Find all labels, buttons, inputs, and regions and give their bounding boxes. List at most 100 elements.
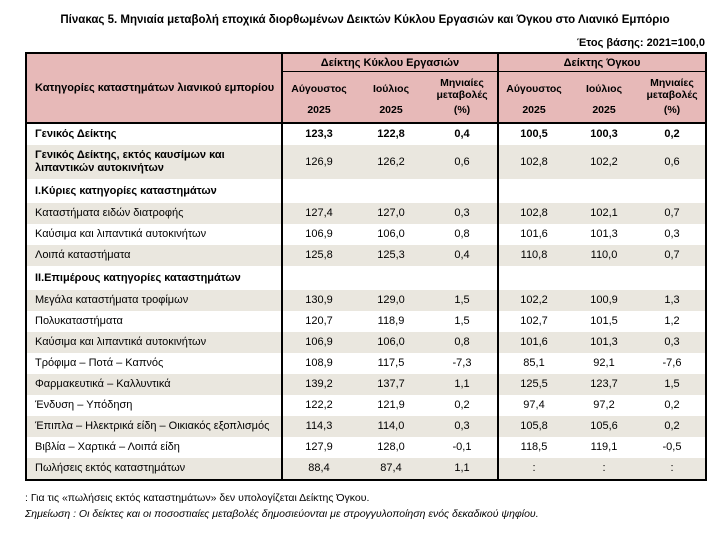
value-cell: 128,0 bbox=[377, 441, 405, 453]
value-cell: 100,3 bbox=[590, 128, 618, 140]
volume-monthly-change-header: Μηνιαίες μεταβολές bbox=[639, 71, 707, 101]
page: Πίνακας 5. Μηνιαία μεταβολή εποχικά διορ… bbox=[25, 14, 708, 520]
value-cell: 123,7 bbox=[590, 378, 618, 390]
turnover-change-unit: (%) bbox=[427, 101, 499, 124]
table-row: Γενικός Δείκτης, εκτός καυσίμων και λιπα… bbox=[26, 145, 707, 179]
value-cell: 101,6 bbox=[520, 228, 548, 240]
value-cell: 100,5 bbox=[520, 128, 548, 140]
value-cell: 114,3 bbox=[305, 420, 333, 432]
value-cell: : bbox=[670, 462, 674, 474]
row-label: ΙΙ.Επιμέρους κατηγορίες καταστημάτων bbox=[26, 266, 283, 290]
footnote-volume-not-calculated: : Για τις «πωλήσεις εκτός καταστημάτων» … bbox=[25, 492, 370, 504]
value-cell: 0,8 bbox=[427, 332, 499, 353]
volume-july-header: Ιούλιος bbox=[569, 71, 639, 101]
value-cell: 0,7 bbox=[664, 249, 680, 261]
value-cell: 0,3 bbox=[664, 228, 680, 240]
value-cell: -7,6 bbox=[662, 357, 682, 369]
value-cell: 1,1 bbox=[427, 458, 499, 480]
table-row: Φαρμακευτικά – Καλλυντικά 139,2 137,7 1,1 12… bbox=[26, 374, 707, 395]
value-cell: 101,5 bbox=[590, 315, 618, 327]
volume-july-year: 2025 bbox=[569, 101, 639, 124]
volume-change-unit: (%) bbox=[639, 101, 707, 124]
row-label: Ι.Κύριες κατηγορίες καταστημάτων bbox=[26, 179, 283, 203]
table-row: Βιβλία – Χαρτικά – Λοιπά είδη 127,9 128,0 -… bbox=[26, 437, 706, 458]
value-cell: 122,2 bbox=[305, 399, 333, 411]
base-year-note: Έτος βάσης: 2021=100,0 bbox=[576, 37, 705, 49]
value-cell: 129,0 bbox=[377, 294, 405, 306]
value-cell: 123,3 bbox=[305, 128, 333, 140]
table-row: Πολυκαταστήματα 120,7 118,9 1,5 102,7 101,5 1,… bbox=[26, 311, 706, 332]
value-cell: 1,1 bbox=[427, 374, 499, 395]
volume-august-header: Αύγουστος bbox=[498, 71, 569, 101]
row-label: Καύσιμα και λιπαντικά αυτοκινήτων bbox=[26, 224, 283, 245]
value-cell bbox=[355, 266, 427, 290]
value-cell: 92,1 bbox=[593, 357, 615, 369]
value-cell: 108,9 bbox=[305, 357, 333, 369]
table-row: Μεγάλα καταστήματα τροφίμων 130,9 129,0 1,5… bbox=[26, 290, 707, 311]
value-cell: 102,2 bbox=[520, 294, 548, 306]
value-cell: 120,7 bbox=[305, 315, 333, 327]
value-cell: 110,0 bbox=[590, 249, 618, 261]
turnover-august-header: Αύγουστος bbox=[282, 71, 355, 101]
value-cell: -7,3 bbox=[427, 353, 499, 374]
value-cell: 0,2 bbox=[664, 399, 680, 411]
row-label: Μεγάλα καταστήματα τροφίμων bbox=[26, 290, 283, 311]
value-cell: 0,4 bbox=[427, 123, 499, 145]
value-cell bbox=[282, 179, 355, 203]
value-cell: 102,2 bbox=[590, 155, 618, 168]
value-cell: 114,0 bbox=[377, 420, 405, 432]
value-cell: 121,9 bbox=[377, 399, 405, 411]
value-cell: 127,0 bbox=[377, 207, 405, 219]
row-label: Βιβλία – Χαρτικά – Λοιπά είδη bbox=[26, 437, 283, 458]
value-cell bbox=[498, 266, 569, 290]
value-cell: 101,6 bbox=[520, 336, 548, 348]
value-cell: 118,9 bbox=[377, 315, 405, 327]
value-cell: -0,1 bbox=[427, 437, 499, 458]
row-label: Πωλήσεις εκτός καταστημάτων bbox=[26, 458, 283, 480]
row-label: Καταστήματα ειδών διατροφής bbox=[26, 203, 283, 224]
value-cell bbox=[639, 179, 706, 203]
table-row: Καύσιμα και λιπαντικά αυτοκινήτων 106,9 10… bbox=[26, 224, 706, 245]
value-cell bbox=[355, 179, 427, 203]
value-cell: 0,7 bbox=[664, 207, 680, 219]
table-header: Κατηγορίες καταστημάτων λιανικού εμπορίο… bbox=[26, 53, 707, 124]
value-cell: 1,2 bbox=[664, 315, 680, 327]
value-cell: 139,2 bbox=[305, 378, 333, 390]
row-label: Γενικός Δείκτης, εκτός καυσίμων και λιπα… bbox=[26, 145, 283, 179]
table-row: Καύσιμα και λιπαντικά αυτοκινήτων 106,9 10… bbox=[26, 332, 707, 353]
value-cell bbox=[427, 266, 499, 290]
table-row: Ένδυση – Υπόδηση 122,2 121,9 0,2 97,4 97,2 0,2 bbox=[26, 395, 706, 416]
row-label: Ένδυση – Υπόδηση bbox=[26, 395, 283, 416]
value-cell: 105,6 bbox=[590, 420, 618, 432]
value-cell: : bbox=[532, 462, 536, 474]
value-cell: 110,8 bbox=[520, 249, 548, 261]
table-body: Γενικός Δείκτης 123,3 122,8 0,4 100,5 100,3 0,… bbox=[26, 123, 707, 480]
value-cell: 102,7 bbox=[520, 315, 548, 327]
value-cell: 88,4 bbox=[308, 462, 330, 474]
row-label: Φαρμακευτικά – Καλλυντικά bbox=[26, 374, 283, 395]
value-cell bbox=[282, 266, 355, 290]
table-row: Γενικός Δείκτης 123,3 122,8 0,4 100,5 100,3 0,… bbox=[26, 123, 706, 145]
value-cell: 130,9 bbox=[305, 294, 333, 306]
value-cell: 125,5 bbox=[520, 378, 548, 390]
value-cell: 102,8 bbox=[520, 155, 548, 168]
value-cell: 125,3 bbox=[377, 249, 405, 261]
row-label: Πολυκαταστήματα bbox=[26, 311, 283, 332]
value-cell bbox=[639, 266, 706, 290]
value-cell: 1,5 bbox=[427, 311, 499, 332]
table-row: Έπιπλα – Ηλεκτρικά είδη – Οικιακός εξοπλ… bbox=[26, 416, 707, 437]
turnover-index-group-header: Δείκτης Κύκλου Εργασιών bbox=[282, 53, 499, 72]
value-cell: 1,5 bbox=[427, 290, 499, 311]
category-column-header: Κατηγορίες καταστημάτων λιανικού εμπορίο… bbox=[26, 53, 283, 124]
value-cell: 106,9 bbox=[305, 228, 333, 240]
indices-table: Κατηγορίες καταστημάτων λιανικού εμπορίο… bbox=[25, 52, 708, 481]
value-cell: 97,4 bbox=[523, 399, 545, 411]
turnover-july-header: Ιούλιος bbox=[355, 71, 427, 101]
value-cell: 106,0 bbox=[377, 336, 405, 348]
row-label: Τρόφιμα – Ποτά – Καπνός bbox=[26, 353, 283, 374]
value-cell: -0,5 bbox=[662, 441, 682, 453]
value-cell: 119,1 bbox=[590, 441, 618, 453]
value-cell: 105,8 bbox=[520, 420, 548, 432]
value-cell: 0,4 bbox=[427, 245, 499, 266]
row-label: Γενικός Δείκτης bbox=[26, 123, 283, 145]
